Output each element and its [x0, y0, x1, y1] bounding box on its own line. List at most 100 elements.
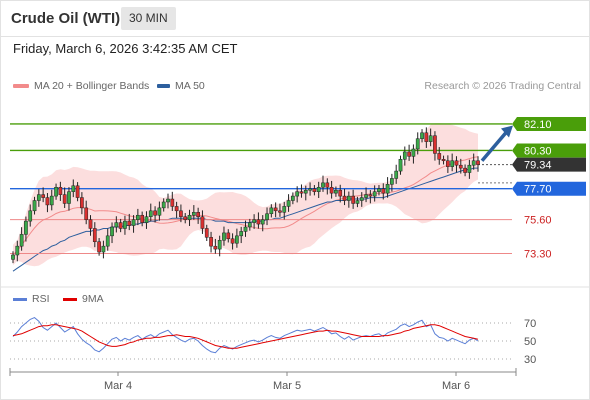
level-label: 82.10	[524, 119, 552, 131]
level-label: 79.34	[524, 160, 552, 172]
candle-body	[230, 238, 235, 244]
candle-body	[394, 170, 399, 179]
candle-body	[368, 194, 373, 197]
x-tick-label: Mar 4	[104, 380, 132, 392]
rsi-tick-label: 70	[524, 318, 536, 330]
candle-body	[372, 191, 377, 197]
candle-body	[239, 231, 244, 237]
candle-body	[217, 240, 222, 250]
candle-body	[351, 195, 355, 204]
candle-body	[24, 220, 28, 235]
candle-body	[144, 216, 149, 223]
pivot-label-box	[512, 181, 586, 196]
candle-body	[428, 135, 433, 142]
candle-body	[80, 197, 84, 209]
candle-body	[303, 189, 308, 194]
candle-body	[84, 207, 89, 220]
level-label: 75.60	[524, 215, 552, 227]
rsi-ma9-line	[12, 324, 479, 349]
candle-body	[364, 194, 368, 198]
candle-body	[45, 197, 50, 206]
candle-body	[458, 164, 463, 169]
candle-body	[446, 160, 450, 167]
candle-body	[15, 245, 20, 256]
instrument-title: Crude Oil (WTI)	[11, 10, 121, 27]
candle-body	[471, 160, 476, 166]
candle-body	[222, 232, 226, 241]
candle-body	[359, 197, 364, 201]
candle-body	[157, 207, 162, 216]
level-label: 77.70	[524, 184, 552, 196]
candle-body	[41, 194, 45, 198]
legend-label: MA 50	[175, 80, 205, 92]
interval-selector[interactable]: 30 MIN	[121, 7, 176, 30]
resistance-label-box	[512, 116, 586, 131]
rsi-tick-label: 50	[524, 336, 536, 348]
candle-body	[265, 213, 269, 220]
x-tick-label: Mar 5	[273, 380, 301, 392]
forecast-arrow-shaft	[480, 130, 509, 162]
candle-body	[62, 194, 67, 204]
candle-body	[463, 167, 467, 173]
rsi-swatch	[13, 297, 27, 301]
candle-body	[36, 194, 41, 201]
candle-body	[398, 159, 403, 172]
candle-body	[346, 195, 351, 201]
candle-body	[278, 210, 282, 213]
candle-body	[32, 200, 37, 212]
candle-body	[295, 191, 300, 197]
candle-body	[355, 200, 360, 204]
candle-body	[136, 214, 140, 220]
rsi-legend-label: RSI	[32, 293, 50, 305]
candle-body	[402, 151, 407, 160]
candle-body	[209, 237, 213, 247]
rsi-line	[12, 317, 479, 354]
candle-body	[420, 132, 424, 139]
candle-body	[183, 216, 188, 220]
candle-body	[342, 195, 347, 201]
candle-body	[123, 220, 127, 229]
resistance-label-box	[512, 143, 586, 158]
candle-body	[49, 195, 54, 206]
candle-body	[377, 188, 381, 192]
candle-body	[28, 210, 33, 222]
candle-body	[114, 222, 119, 228]
legend-label: MA 20 + Bollinger Bands	[34, 80, 150, 92]
candle-body	[316, 187, 321, 192]
forecast-arrow-head	[501, 125, 513, 138]
candle-body	[312, 188, 317, 192]
candle-body	[260, 219, 265, 225]
candle-body	[67, 191, 71, 204]
chart-header: Crude Oil (WTI) 30 MIN	[0, 0, 590, 37]
rsi-tick-label: 30	[524, 354, 536, 366]
candle-body	[437, 153, 442, 160]
candle-body	[390, 178, 394, 185]
candle-body	[476, 160, 480, 165]
bollinger-swatch	[13, 84, 29, 89]
candle-body	[204, 228, 209, 238]
candle-body	[75, 185, 80, 198]
candle-body	[140, 214, 145, 223]
candle-body	[174, 206, 179, 212]
candle-body	[325, 182, 330, 188]
candle-body	[105, 235, 110, 247]
level-label: 73.30	[524, 249, 552, 261]
candle-body	[110, 226, 114, 237]
candle-body	[308, 188, 312, 191]
candle-body	[54, 187, 58, 197]
rsi-legend-item: RSI	[13, 293, 50, 305]
candle-body	[235, 235, 239, 244]
candle-body	[282, 206, 287, 213]
candle-body	[467, 164, 472, 173]
candle-body	[269, 207, 274, 215]
candle-body	[11, 254, 15, 260]
candle-body	[321, 182, 325, 188]
candle-body	[213, 245, 218, 250]
candle-body	[101, 245, 106, 253]
candle-body	[153, 210, 157, 216]
candle-body	[97, 241, 101, 253]
candle-body	[291, 195, 295, 201]
timestamp: Friday, March 6, 2026 3:42:35 AM CET	[13, 41, 238, 56]
candle-body	[170, 198, 175, 207]
